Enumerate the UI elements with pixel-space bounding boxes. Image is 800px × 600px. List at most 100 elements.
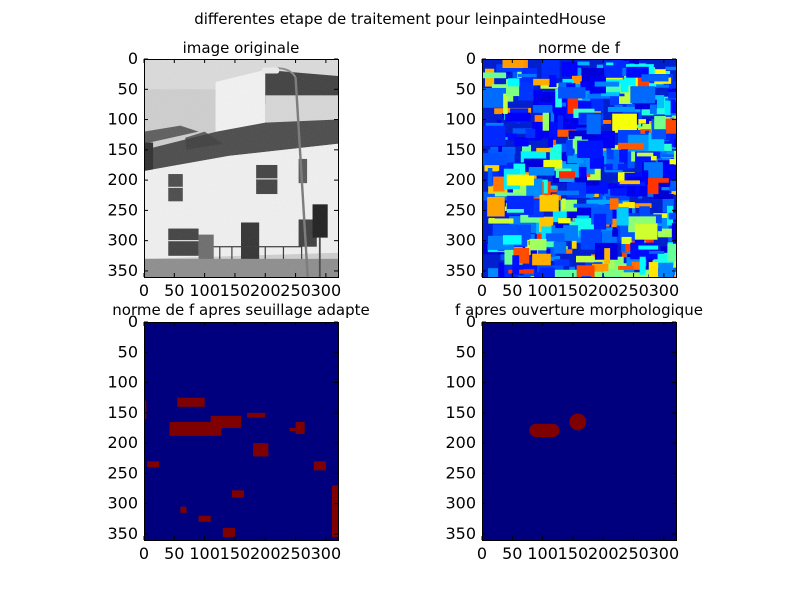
y-tick-label: 150 <box>445 403 476 422</box>
heat-cell <box>673 136 676 148</box>
heat-cell <box>586 199 613 204</box>
heat-cell <box>543 255 561 261</box>
heat-cell <box>634 238 645 244</box>
y-tick-label: 300 <box>107 494 138 513</box>
x-tick-label: 50 <box>502 281 522 300</box>
y-axis-ticks: 0 50 100 150 200 250 300 350 <box>107 312 338 543</box>
heat-cell <box>653 213 674 219</box>
x-tick-label: 0 <box>477 544 487 563</box>
mask-region <box>210 415 241 428</box>
mask-region <box>169 421 222 436</box>
heat-cell <box>574 216 595 231</box>
x-tick-label: 0 <box>477 281 487 300</box>
heat-cell <box>626 66 649 78</box>
heat-cell <box>643 162 663 180</box>
heat-cell <box>498 140 502 152</box>
heat-cell <box>557 115 564 130</box>
x-tick-label: 50 <box>164 544 184 563</box>
heat-cell <box>558 218 571 224</box>
heat-cell <box>507 78 520 87</box>
y-tick-label: 150 <box>107 403 138 422</box>
heat-cell <box>506 174 535 186</box>
x-tick-label: 250 <box>618 544 649 563</box>
x-tick-label: 150 <box>558 281 589 300</box>
x-tick-label: 300 <box>311 544 342 563</box>
heat-cell <box>503 93 508 114</box>
y-tick-label: 300 <box>445 231 476 250</box>
heat-cell <box>604 248 611 264</box>
heat-cell <box>573 203 598 208</box>
y-tick-label: 250 <box>107 200 138 219</box>
heat-cell <box>612 113 637 133</box>
heat-cell <box>653 114 672 117</box>
x-tick-label: 300 <box>649 544 680 563</box>
heat-cell <box>610 188 633 196</box>
heat-cell <box>518 82 534 101</box>
heat-cell <box>668 99 676 114</box>
heat-cell <box>504 112 531 122</box>
x-axis-ticks: 0 50 100 150 200 250 300 <box>139 59 341 300</box>
heat-cell <box>502 59 524 68</box>
heat-cell <box>482 125 506 146</box>
heat-cell <box>642 170 649 183</box>
heat-cell <box>622 67 629 76</box>
heat-cell <box>530 249 538 257</box>
heat-cell <box>566 161 577 167</box>
binary-mask-image <box>144 322 338 540</box>
heat-cell <box>635 181 640 197</box>
y-tick-label: 350 <box>445 261 476 280</box>
y-tick-label: 100 <box>107 110 138 129</box>
x-tick-label: 250 <box>280 281 311 300</box>
heat-cell <box>511 275 532 277</box>
y-tick-label: 100 <box>445 373 476 392</box>
heat-cell <box>565 249 573 254</box>
panel-seuillage: norme de f apres seuillage adapte 0 50 100… <box>107 301 369 563</box>
heat-cell <box>673 219 676 223</box>
heat-cell <box>554 259 570 267</box>
heat-cell <box>487 196 505 217</box>
heat-cell <box>576 215 590 219</box>
x-tick-label: 250 <box>280 544 311 563</box>
heat-cell <box>649 104 657 114</box>
panel-norme-de-f: norme de f 0 50 100 150 200 250 300 0501001502… <box>445 39 680 300</box>
heat-cell <box>621 236 632 245</box>
heat-cell <box>662 193 674 213</box>
heat-cell <box>671 223 676 240</box>
heat-cell <box>630 86 656 104</box>
y-tick-label: 200 <box>445 433 476 452</box>
heat-cell <box>524 255 539 263</box>
heat-cell <box>629 203 652 208</box>
heat-cell <box>609 198 619 210</box>
heat-cell <box>533 105 553 113</box>
heat-cell <box>611 202 635 209</box>
heat-cell <box>664 100 671 116</box>
y-tick-label: 350 <box>107 524 138 543</box>
x-tick-label: 50 <box>502 544 522 563</box>
heat-cell <box>642 232 654 248</box>
heat-cell <box>529 238 547 251</box>
heat-cell <box>552 211 569 223</box>
y-tick-label: 250 <box>107 463 138 482</box>
heat-cell <box>506 208 524 213</box>
x-tick-label: 300 <box>311 281 342 300</box>
heat-cell <box>482 153 507 166</box>
heat-cell <box>619 180 640 185</box>
heat-cell <box>668 212 676 220</box>
x-tick-label: 200 <box>588 544 619 563</box>
y-tick-label: 200 <box>107 433 138 452</box>
x-tick-label: 200 <box>250 281 281 300</box>
heat-cell <box>591 263 609 272</box>
heat-cell <box>514 137 529 147</box>
mask-background <box>482 322 676 540</box>
heat-cell <box>534 115 549 125</box>
mask-region <box>222 527 235 537</box>
heat-cell <box>667 88 676 92</box>
mask-region <box>569 413 587 431</box>
x-tick-label: 200 <box>250 544 281 563</box>
heat-cell <box>545 241 556 247</box>
heat-cell <box>636 152 654 157</box>
x-tick-label: 300 <box>649 281 680 300</box>
heat-cell <box>675 95 676 102</box>
heat-cell <box>523 158 546 170</box>
panel-title: image originale <box>183 39 300 57</box>
